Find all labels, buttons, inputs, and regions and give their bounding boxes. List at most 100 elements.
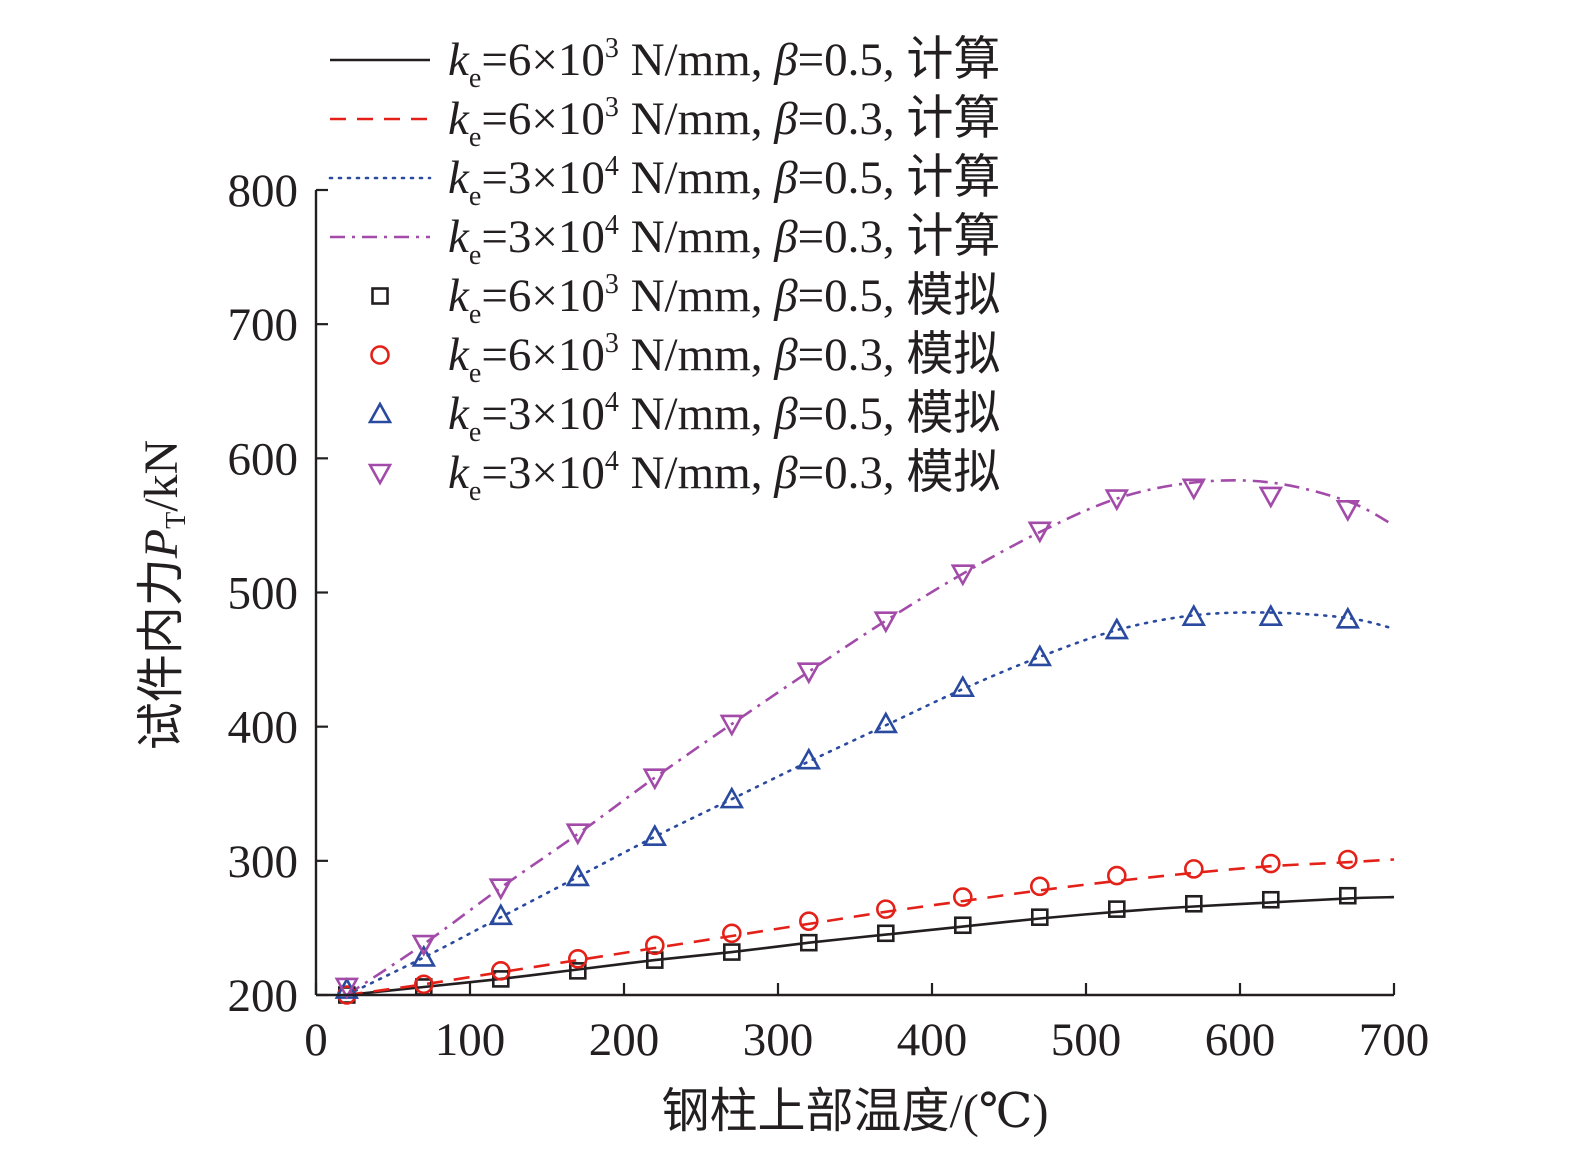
y-axis-label-subscript: T bbox=[161, 512, 192, 529]
series-6-point bbox=[875, 899, 896, 919]
series-5-point bbox=[876, 924, 895, 943]
legend-label-part: =0.5, 计算 bbox=[798, 152, 1001, 204]
legend-label-1: ke=6×103 N/mm, β=0.5, 计算 bbox=[448, 33, 1000, 94]
legend-label-part: β bbox=[773, 388, 798, 440]
series-8-point bbox=[1258, 486, 1284, 509]
series-8-point bbox=[1027, 521, 1053, 544]
legend-label-part: =0.3, 模拟 bbox=[798, 447, 1001, 499]
y-tick-label: 700 bbox=[228, 299, 299, 351]
legend-label-part: e bbox=[469, 358, 481, 389]
legend-label-part: k bbox=[448, 329, 470, 381]
series-8-point bbox=[873, 611, 899, 634]
series-5-point bbox=[953, 916, 972, 935]
series-5-point bbox=[1185, 894, 1203, 913]
legend-label-part: e bbox=[469, 299, 481, 330]
legend-label-part: =6×10 bbox=[481, 270, 605, 322]
y-axis-label-main: 试件内力 bbox=[135, 558, 188, 750]
legend-label-part: e bbox=[469, 63, 481, 94]
legend-label-part: 4 bbox=[605, 387, 619, 418]
ticks: 0 100 200 300 400 500 600 700 200 300 400 500 600 700… bbox=[228, 165, 1430, 1066]
x-tick-label: 500 bbox=[1051, 1014, 1122, 1066]
series-6-point bbox=[413, 974, 434, 995]
series-8-point bbox=[1104, 489, 1130, 512]
legend-label-2: ke=6×103 N/mm, β=0.3, 计算 bbox=[448, 92, 1000, 153]
series-5-point bbox=[1339, 886, 1357, 905]
legend-label-part: 3 bbox=[605, 92, 619, 123]
legend-label-part: k bbox=[448, 388, 470, 440]
legend-label-part: 4 bbox=[605, 151, 619, 182]
series-8-point bbox=[1335, 500, 1361, 522]
legend-label-part: β bbox=[773, 152, 798, 204]
legend-label-part: =0.3, 模拟 bbox=[798, 329, 1001, 381]
legend-label-part: N/mm, bbox=[619, 211, 774, 263]
legend-label-part: 4 bbox=[605, 446, 619, 477]
legend-label-part: e bbox=[469, 122, 481, 153]
y-tick-label: 300 bbox=[228, 836, 299, 888]
legend-label-part: e bbox=[469, 240, 481, 271]
legend-label-part: 3 bbox=[605, 269, 619, 300]
y-tick-label: 800 bbox=[228, 165, 299, 217]
x-tick-label: 400 bbox=[897, 1014, 968, 1066]
series-line-1 bbox=[346, 895, 1395, 997]
legend-label-part: =6×10 bbox=[481, 34, 605, 86]
legend-label-part: β bbox=[773, 270, 798, 322]
series-6-point bbox=[1338, 849, 1358, 870]
legend-marker-7 bbox=[367, 401, 393, 424]
x-tick-label: 700 bbox=[1359, 1014, 1430, 1066]
legend-label-part: k bbox=[448, 447, 470, 499]
legend-label-part: =0.5, 模拟 bbox=[798, 388, 1001, 440]
legend-label-part: β bbox=[773, 211, 798, 263]
series-6-point bbox=[1184, 859, 1204, 879]
legend-label-part: 3 bbox=[605, 328, 619, 359]
legend-label-part: N/mm, bbox=[619, 93, 774, 145]
legend-label-part: =0.5, 计算 bbox=[798, 34, 1001, 86]
legend-label-part: =3×10 bbox=[481, 388, 605, 440]
y-axis-label-unit: /kN bbox=[135, 440, 188, 512]
series-6-point bbox=[1261, 853, 1281, 874]
legend-label-part: N/mm, bbox=[619, 152, 774, 204]
x-tick-label: 100 bbox=[435, 1014, 506, 1066]
legend-label-part: e bbox=[469, 417, 481, 448]
legend-label-5: ke=6×103 N/mm, β=0.5, 模拟 bbox=[448, 269, 1000, 330]
series-5-point bbox=[568, 962, 587, 980]
x-axis-label: 钢柱上部温度/(℃) bbox=[661, 1085, 1048, 1138]
series-7-point bbox=[1335, 606, 1361, 629]
series-7-point bbox=[1181, 603, 1207, 626]
series-line-4 bbox=[346, 479, 1395, 997]
series-8-point bbox=[719, 714, 745, 737]
series-6-point bbox=[567, 948, 588, 969]
legend-label-part: =0.3, 计算 bbox=[798, 211, 1001, 263]
legend-label-part: β bbox=[773, 34, 798, 86]
legend-label-part: N/mm, bbox=[619, 270, 774, 322]
series-5-point bbox=[1262, 890, 1280, 909]
legend-label-part: k bbox=[448, 211, 470, 263]
series-8-point bbox=[950, 564, 976, 587]
series-7-point bbox=[565, 864, 591, 887]
series-7-point bbox=[642, 824, 668, 846]
series-line-2 bbox=[346, 858, 1395, 997]
legend-label-part: =3×10 bbox=[481, 447, 605, 499]
legend-label-part: N/mm, bbox=[619, 34, 774, 86]
series-6-point bbox=[952, 887, 973, 907]
series-8-point bbox=[642, 768, 668, 791]
y-tick-label: 400 bbox=[228, 702, 299, 754]
series-6-point bbox=[798, 911, 819, 932]
series-8-point bbox=[565, 823, 591, 846]
legend-label-part: k bbox=[448, 34, 470, 86]
legend-label-part: 3 bbox=[605, 33, 619, 64]
legend-marker-6 bbox=[370, 345, 390, 365]
y-tick-label: 500 bbox=[228, 568, 299, 620]
series-7-point bbox=[796, 747, 822, 770]
series-6-point bbox=[490, 961, 511, 981]
x-tick-label: 200 bbox=[589, 1014, 660, 1066]
legend-label-4: ke=3×104 N/mm, β=0.3, 计算 bbox=[448, 210, 1000, 271]
legend-label-part: N/mm, bbox=[619, 447, 774, 499]
legend-marker-8 bbox=[367, 463, 393, 486]
series-line-3 bbox=[345, 611, 1396, 997]
series-7-point bbox=[1258, 603, 1284, 626]
series-7-point bbox=[719, 786, 745, 809]
legend-label-part: k bbox=[448, 270, 470, 322]
legend-label-3: ke=3×104 N/mm, β=0.5, 计算 bbox=[448, 151, 1000, 212]
